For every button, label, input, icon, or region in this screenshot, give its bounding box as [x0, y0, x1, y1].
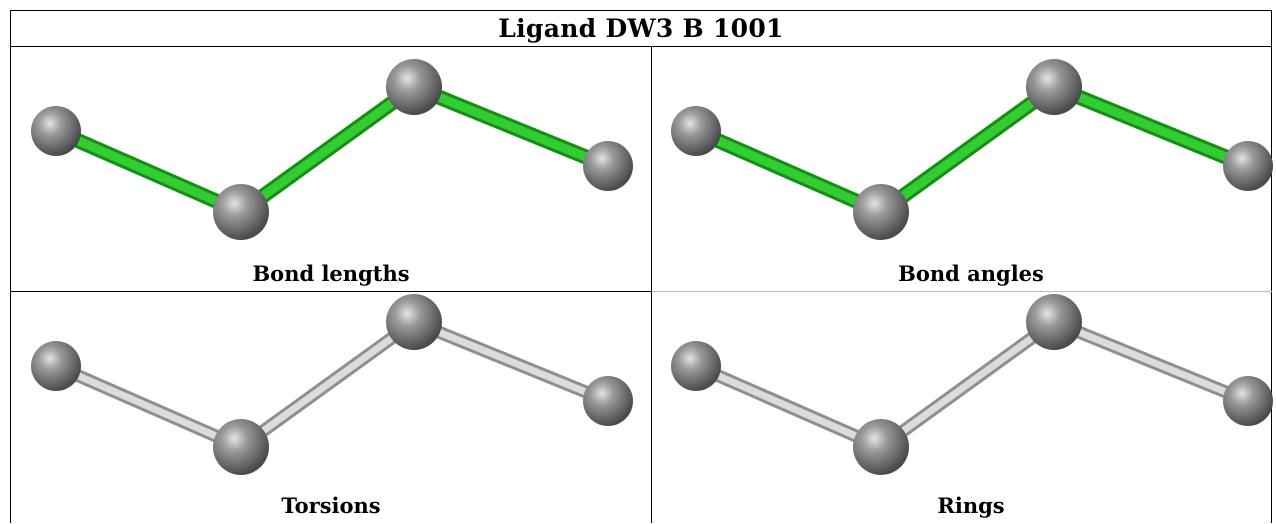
vertical-divider [651, 47, 652, 523]
panel-bond-lengths: Bond lengths [16, 49, 646, 291]
panel-rings: Rings [656, 293, 1276, 524]
bond-highlight [877, 318, 1058, 451]
atom [31, 341, 81, 391]
atom [583, 141, 633, 191]
panel-caption: Rings [937, 493, 1005, 518]
atom [1223, 376, 1273, 426]
atom [1026, 294, 1082, 350]
atom [1223, 141, 1273, 191]
bond-highlight [1050, 318, 1252, 405]
panel-bond-angles: Bond angles [656, 49, 1276, 291]
panel-caption: Bond angles [898, 261, 1044, 286]
atoms [31, 59, 633, 240]
atom [213, 184, 269, 240]
bond-highlight [409, 82, 613, 171]
ligand-figure: Ligand DW3 B 1001 Bond lengths [10, 10, 1273, 524]
bond-highlight [876, 82, 1059, 217]
bonds [49, 315, 615, 454]
panel-caption: Torsions [281, 493, 381, 518]
atom [671, 341, 721, 391]
atom [853, 184, 909, 240]
bond-highlight [51, 126, 246, 217]
molecule-rings [671, 294, 1273, 475]
atoms [31, 294, 633, 475]
bond-highlight [1049, 82, 1253, 171]
molecule-torsions [31, 294, 633, 475]
atom [671, 106, 721, 156]
bond-highlight [691, 126, 886, 217]
molecule-bond-lengths [31, 59, 633, 240]
molecule-bond-angles [671, 59, 1273, 240]
panel-torsions: Torsions [16, 293, 646, 524]
bond-highlight [52, 362, 245, 451]
bond-highlight [410, 318, 612, 405]
atom [583, 376, 633, 426]
figure-title: Ligand DW3 B 1001 [498, 14, 784, 43]
atoms [671, 294, 1273, 475]
bonds [48, 79, 616, 220]
atom [213, 419, 269, 475]
bonds [689, 315, 1255, 454]
panel-caption: Bond lengths [252, 261, 410, 286]
bond-highlight [236, 82, 419, 217]
atom [853, 419, 909, 475]
atom [31, 106, 81, 156]
atom [386, 59, 442, 115]
horizontal-divider-left [11, 291, 651, 292]
horizontal-divider-right [652, 291, 1272, 292]
bond-highlight [692, 362, 885, 451]
bond-highlight [237, 318, 418, 451]
title-row: Ligand DW3 B 1001 [11, 11, 1271, 47]
atoms [671, 59, 1273, 240]
atom [1026, 59, 1082, 115]
bonds [688, 79, 1256, 220]
atom [386, 294, 442, 350]
